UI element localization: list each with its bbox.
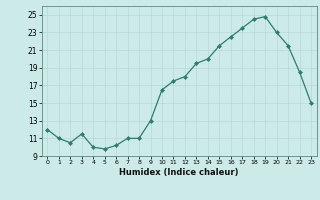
X-axis label: Humidex (Indice chaleur): Humidex (Indice chaleur) xyxy=(119,168,239,177)
